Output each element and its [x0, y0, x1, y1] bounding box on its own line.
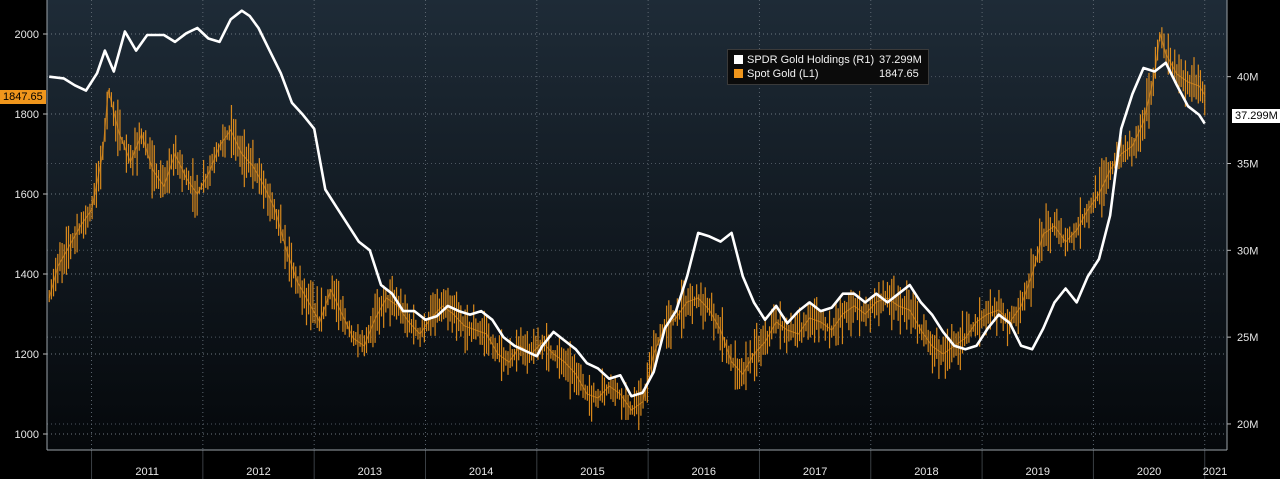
- legend-label-spot-gold: Spot Gold (L1): [747, 68, 819, 80]
- y-left-tick-label: 1400: [15, 269, 39, 281]
- x-tick-label: 2017: [803, 466, 827, 478]
- legend-value-spot-gold: 1847.65: [879, 68, 919, 80]
- y-right-tick-label: 25M: [1237, 332, 1258, 344]
- y-right-tick-label: 35M: [1237, 158, 1258, 170]
- x-tick-label: 2018: [914, 466, 938, 478]
- y-left-tick-label: 2000: [15, 29, 39, 41]
- x-tick-label: 2021: [1203, 466, 1227, 478]
- legend-item-spdr: SPDR Gold Holdings (R1) 37.299M: [734, 53, 922, 67]
- chart-legend: SPDR Gold Holdings (R1) 37.299M Spot Gold…: [727, 49, 929, 85]
- x-tick-label: 2014: [469, 466, 493, 478]
- spot-gold-line: [48, 33, 1206, 411]
- plot-background: [47, 0, 1227, 450]
- legend-item-spot-gold: Spot Gold (L1) 1847.65: [734, 67, 919, 81]
- legend-value-spdr: 37.299M: [879, 54, 922, 66]
- y-right-tick-label: 30M: [1237, 245, 1258, 257]
- last-value-tag-spot-gold: 1847.65: [0, 90, 46, 104]
- x-tick-label: 2013: [358, 466, 382, 478]
- y-left-tick-label: 1200: [15, 349, 39, 361]
- x-tick-label: 2020: [1137, 466, 1161, 478]
- x-tick-label: 2016: [692, 466, 716, 478]
- spdr-holdings-line: [49, 9, 1206, 398]
- y-left-tick-label: 1000: [15, 429, 39, 441]
- last-value-tag-spdr: 37.299M: [1232, 109, 1280, 123]
- y-right-tick-label: 20M: [1237, 419, 1258, 431]
- y-right-tick-label: 40M: [1237, 72, 1258, 84]
- x-tick-label: 2019: [1026, 466, 1050, 478]
- x-tick-label: 2015: [580, 466, 604, 478]
- legend-label-spdr: SPDR Gold Holdings (R1): [747, 54, 875, 66]
- x-tick-label: 2011: [135, 466, 159, 478]
- legend-swatch-spot-gold: [734, 69, 743, 78]
- legend-swatch-spdr: [734, 55, 743, 64]
- y-left-tick-label: 1600: [15, 189, 39, 201]
- y-left-tick-label: 1800: [15, 109, 39, 121]
- x-tick-label: 2012: [246, 466, 270, 478]
